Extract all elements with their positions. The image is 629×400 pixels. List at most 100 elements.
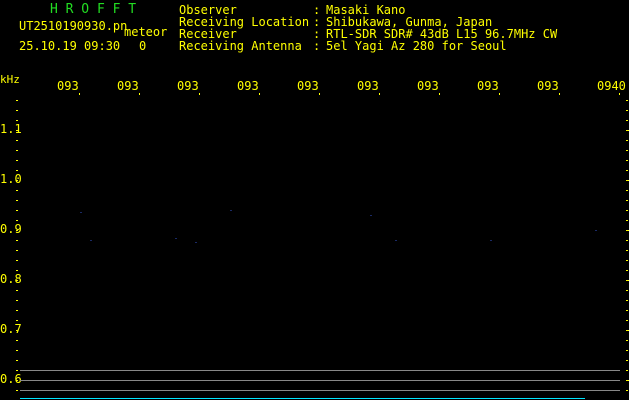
x-tick-label: 0936 (357, 80, 379, 92)
y-minor-tick-right (626, 240, 628, 241)
y-minor-tick-right (626, 210, 628, 211)
y-minor-tick-right (626, 190, 628, 191)
y-minor-tick-right (626, 140, 628, 141)
meteor-echo (195, 242, 197, 243)
y-minor-tick (16, 250, 18, 251)
y-minor-tick (16, 110, 18, 111)
y-minor-tick (16, 230, 18, 231)
x-tick-label: 0935 (297, 80, 319, 92)
reference-line (20, 390, 620, 391)
y-minor-tick (16, 380, 18, 381)
info-colon: : (313, 3, 321, 17)
y-tick-label: 0.6 (0, 372, 22, 386)
y-minor-tick (16, 130, 18, 131)
y-minor-tick-right (626, 390, 628, 391)
x-tick-label: 0940 (597, 80, 626, 92)
signal-baseline (20, 398, 585, 399)
y-minor-tick (16, 240, 18, 241)
reference-line (20, 370, 620, 371)
y-minor-tick (16, 190, 18, 191)
x-tick-mark (259, 93, 260, 95)
y-minor-tick-right (626, 160, 628, 161)
y-minor-tick-right (626, 280, 629, 281)
info-value: RTL-SDR SDR# 43dB L15 96.7MHz CW (326, 27, 558, 41)
info-label: Receiving Location (179, 15, 310, 29)
mode-label: meteor (124, 25, 168, 39)
meteor-echo (175, 238, 177, 239)
info-value: 5el Yagi Az 280 for Seoul (326, 39, 507, 53)
y-minor-tick-right (626, 290, 628, 291)
y-minor-tick (16, 290, 18, 291)
y-minor-tick-right (626, 150, 628, 151)
y-minor-tick (16, 320, 18, 321)
y-tick-label: 0.9 (0, 222, 22, 236)
y-minor-tick (16, 180, 18, 181)
y-minor-tick (16, 210, 18, 211)
y-minor-tick (16, 370, 18, 371)
info-value: Masaki Kano (326, 3, 406, 17)
y-minor-tick (16, 300, 18, 301)
y-minor-tick (16, 120, 18, 121)
y-minor-tick-right (626, 350, 628, 351)
x-tick-mark (199, 93, 200, 95)
x-tick-label: 0934 (237, 80, 259, 92)
x-tick-mark (379, 93, 380, 95)
y-minor-tick-right (626, 260, 628, 261)
x-tick-mark (619, 93, 620, 95)
y-minor-tick (16, 200, 18, 201)
y-minor-tick-right (626, 310, 628, 311)
x-tick-mark (439, 93, 440, 95)
meteor-echo (230, 210, 232, 211)
y-minor-tick-right (626, 380, 629, 381)
y-minor-tick-right (626, 200, 628, 201)
y-minor-tick (16, 260, 18, 261)
y-minor-tick-right (626, 340, 628, 341)
y-minor-tick (16, 220, 18, 221)
y-minor-tick-right (626, 370, 628, 371)
y-minor-tick (16, 170, 18, 171)
y-tick-label: 1.1 (0, 122, 22, 136)
filename: UT2510190930.pn (19, 19, 128, 33)
y-minor-tick-right (626, 100, 628, 101)
info-value: Shibukawa, Gunma, Japan (326, 15, 493, 29)
meteor-echo (490, 240, 492, 241)
y-minor-tick (16, 140, 18, 141)
info-label: Receiving Antenna (179, 39, 302, 53)
y-minor-tick (16, 330, 18, 331)
y-minor-tick (16, 160, 18, 161)
meteor-echo (370, 215, 372, 216)
y-minor-tick-right (626, 220, 628, 221)
x-tick-label: 0939 (537, 80, 559, 92)
x-tick-mark (139, 93, 140, 95)
datetime: 25.10.19 09:30 (19, 39, 121, 53)
x-tick-mark (499, 93, 500, 95)
y-minor-tick-right (626, 320, 628, 321)
y-minor-tick-right (626, 120, 628, 121)
y-minor-tick-right (626, 130, 629, 131)
meteor-echo (595, 230, 597, 231)
app-title: H R O F F T (50, 2, 137, 17)
y-minor-tick (16, 270, 18, 271)
info-colon: : (313, 39, 321, 53)
y-minor-tick (16, 340, 18, 341)
y-minor-tick-right (626, 250, 628, 251)
x-tick-label: 0938 (477, 80, 499, 92)
y-minor-tick-right (626, 110, 628, 111)
y-minor-tick-right (626, 330, 629, 331)
y-minor-tick (16, 100, 18, 101)
y-minor-tick-right (626, 270, 628, 271)
y-minor-tick (16, 390, 18, 391)
y-tick-label: 0.7 (0, 322, 22, 336)
x-tick-mark (559, 93, 560, 95)
info-colon: : (313, 27, 321, 41)
y-minor-tick (16, 150, 18, 151)
y-axis-label: kHz (0, 73, 20, 86)
info-label: Receiver (179, 27, 237, 41)
x-tick-mark (79, 93, 80, 95)
x-tick-label: 0931 (57, 80, 79, 92)
meteor-echo (395, 240, 397, 241)
info-label: Observer (179, 3, 237, 17)
y-minor-tick-right (626, 300, 628, 301)
meteor-echo (90, 240, 92, 241)
